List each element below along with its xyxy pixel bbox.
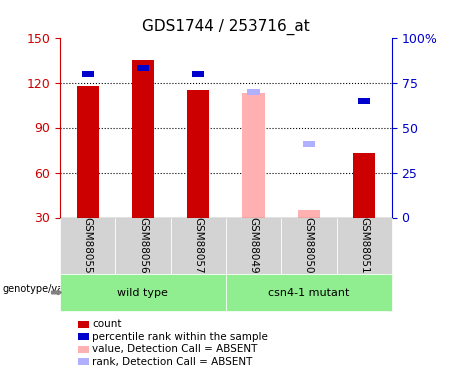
Text: percentile rank within the sample: percentile rank within the sample xyxy=(92,332,268,342)
Text: rank, Detection Call = ABSENT: rank, Detection Call = ABSENT xyxy=(92,357,253,366)
Text: count: count xyxy=(92,320,122,329)
Bar xyxy=(298,210,320,218)
Bar xyxy=(132,60,154,217)
Text: GSM88056: GSM88056 xyxy=(138,217,148,274)
Bar xyxy=(358,98,370,104)
Bar xyxy=(82,70,94,76)
Text: GSM88049: GSM88049 xyxy=(248,217,259,274)
Text: wild type: wild type xyxy=(118,288,168,297)
Bar xyxy=(303,141,315,147)
Text: GSM88055: GSM88055 xyxy=(83,217,93,274)
Bar xyxy=(137,65,149,71)
Bar xyxy=(187,90,209,218)
Text: value, Detection Call = ABSENT: value, Detection Call = ABSENT xyxy=(92,344,258,354)
Title: GDS1744 / 253716_at: GDS1744 / 253716_at xyxy=(142,18,310,35)
Bar xyxy=(353,153,375,218)
Text: GSM88051: GSM88051 xyxy=(359,217,369,274)
Bar xyxy=(248,88,260,94)
Bar xyxy=(77,86,99,218)
Bar xyxy=(192,70,204,76)
Text: GSM88057: GSM88057 xyxy=(193,217,203,274)
Bar xyxy=(242,93,265,218)
Text: csn4-1 mutant: csn4-1 mutant xyxy=(268,288,349,297)
Text: genotype/variation: genotype/variation xyxy=(2,284,95,294)
Text: GSM88050: GSM88050 xyxy=(304,217,314,274)
